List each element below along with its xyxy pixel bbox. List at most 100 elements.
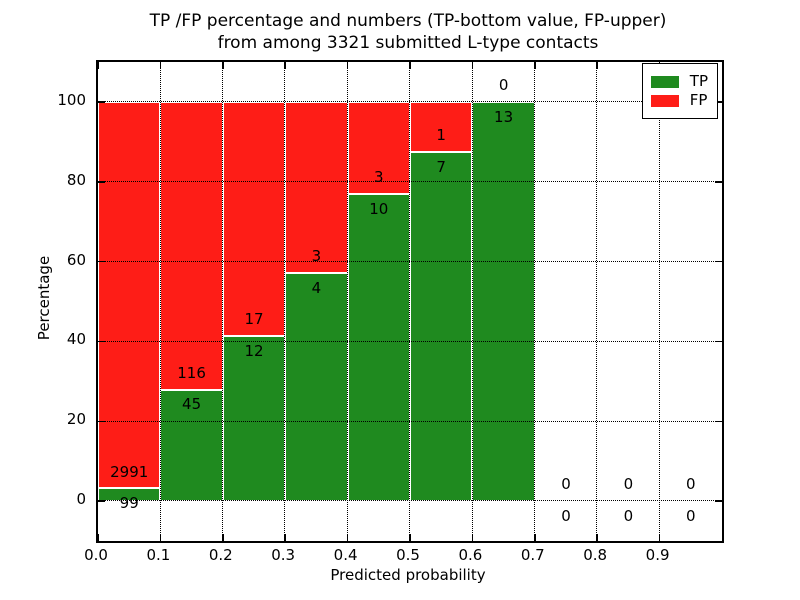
x-tick-mark [596, 534, 598, 541]
y-tick-label: 60 [66, 250, 86, 269]
bar-segment-tp [347, 194, 410, 502]
gridline-horizontal [98, 181, 722, 182]
gridline-vertical [471, 62, 473, 541]
tp-count-label: 4 [311, 278, 322, 297]
tp-count-label: 7 [436, 157, 446, 176]
x-tick-label: 0.1 [146, 546, 171, 564]
x-tick-mark [409, 534, 411, 541]
legend: TP FP [641, 63, 718, 119]
x-tick-mark-top [222, 62, 224, 69]
tp-count-label: 13 [494, 107, 514, 126]
x-tick-mark-top [159, 62, 162, 69]
y-tick-mark [98, 500, 105, 502]
x-tick-mark-top [284, 62, 286, 69]
y-tick-mark-right [715, 500, 722, 502]
x-tick-label: 0.4 [333, 546, 358, 564]
fp-count-label: 1 [436, 126, 446, 145]
gridline-vertical [346, 62, 348, 541]
y-tick-mark [98, 340, 105, 343]
gridline-horizontal [98, 260, 722, 262]
tp-count-label: 0 [686, 506, 696, 525]
gridline-horizontal [98, 340, 722, 342]
fp-count-label: 116 [177, 363, 206, 382]
gridline-vertical [596, 62, 598, 541]
x-tick-mark [346, 534, 349, 541]
x-tick-label: 0.9 [645, 546, 670, 564]
bar-segment-tp [222, 335, 286, 502]
gridline-vertical [159, 62, 161, 541]
x-tick-mark [534, 534, 536, 541]
gridline-horizontal [98, 420, 722, 422]
y-tick-label: 20 [66, 410, 86, 429]
x-tick-mark-top [534, 62, 536, 69]
y-tick-mark [98, 181, 105, 183]
y-tick-label: 40 [66, 330, 86, 349]
bar-segment-fp [98, 101, 161, 489]
legend-label-tp: TP [689, 72, 708, 90]
bar-segment-fp [285, 101, 348, 273]
x-tick-mark [159, 534, 162, 541]
y-tick-mark [98, 101, 105, 103]
tp-count-label: 10 [369, 199, 389, 218]
chart-title-line2: from among 3321 submitted L-type contact… [217, 33, 599, 53]
bar-segment-tp [160, 389, 223, 502]
x-tick-label: 0.3 [271, 546, 296, 564]
gridline-vertical [222, 62, 224, 541]
x-axis-label: Predicted probability [330, 566, 486, 584]
bar-segment-tp [285, 272, 348, 502]
fp-count-label: 0 [686, 475, 696, 494]
y-tick-mark [98, 420, 105, 422]
bar-segment-fp [347, 101, 410, 195]
gridline-vertical [658, 62, 660, 541]
x-tick-label: 0.0 [84, 546, 108, 564]
legend-label-fp: FP [689, 91, 708, 109]
x-tick-mark-top [97, 62, 99, 69]
x-tick-mark [222, 534, 224, 541]
tp-color-swatch-icon [650, 75, 679, 88]
gridline-horizontal [98, 500, 722, 502]
x-tick-mark [471, 534, 474, 541]
bar-segment-fp [222, 101, 286, 336]
y-tick-mark-right [715, 181, 722, 183]
bar-segment-fp [410, 101, 473, 152]
y-tick-mark [98, 260, 105, 263]
y-tick-label: 100 [57, 90, 86, 109]
y-tick-mark-right [715, 260, 722, 263]
bar-segment-tp [472, 101, 535, 502]
tp-count-label: 99 [119, 494, 139, 513]
x-tick-mark-top [471, 62, 474, 69]
tp-count-label: 45 [182, 395, 202, 414]
fp-count-label: 3 [311, 247, 322, 266]
tp-count-label: 0 [561, 506, 571, 525]
gridline-vertical [284, 62, 286, 541]
legend-item-fp: FP [650, 91, 708, 109]
y-tick-mark-right [715, 420, 722, 422]
chart-title-line1: TP /FP percentage and numbers (TP-bottom… [149, 11, 667, 31]
x-tick-mark-top [346, 62, 349, 69]
y-tick-label: 80 [66, 170, 86, 189]
x-tick-mark-top [409, 62, 411, 69]
gridline-vertical [409, 62, 411, 541]
tp-count-label: 12 [244, 341, 264, 360]
fp-count-label: 0 [498, 76, 509, 95]
bar-segment-tp [410, 151, 473, 502]
gridline-horizontal [98, 101, 722, 103]
x-tick-label: 0.6 [458, 546, 483, 564]
fp-count-label: 3 [374, 168, 384, 187]
fp-color-swatch-icon [650, 94, 679, 107]
x-tick-label: 0.5 [396, 546, 420, 564]
fp-count-label: 0 [623, 475, 634, 494]
x-tick-mark [658, 534, 661, 541]
plot-area: 2991 99 116 45 17 12 3 4 3 10 1 7 0 13 0 0 0 0 0 0 [96, 60, 724, 543]
x-tick-label: 0.2 [208, 546, 233, 564]
fp-count-label: 2991 [110, 462, 149, 481]
x-tick-label: 0.8 [583, 546, 608, 564]
fp-count-label: 0 [561, 475, 571, 494]
x-tick-label: 0.7 [520, 546, 545, 564]
y-tick-mark-right [715, 340, 722, 343]
tp-count-label: 0 [623, 506, 634, 525]
fp-count-label: 17 [244, 310, 264, 329]
x-tick-mark [284, 534, 286, 541]
gridline-vertical [534, 62, 536, 541]
